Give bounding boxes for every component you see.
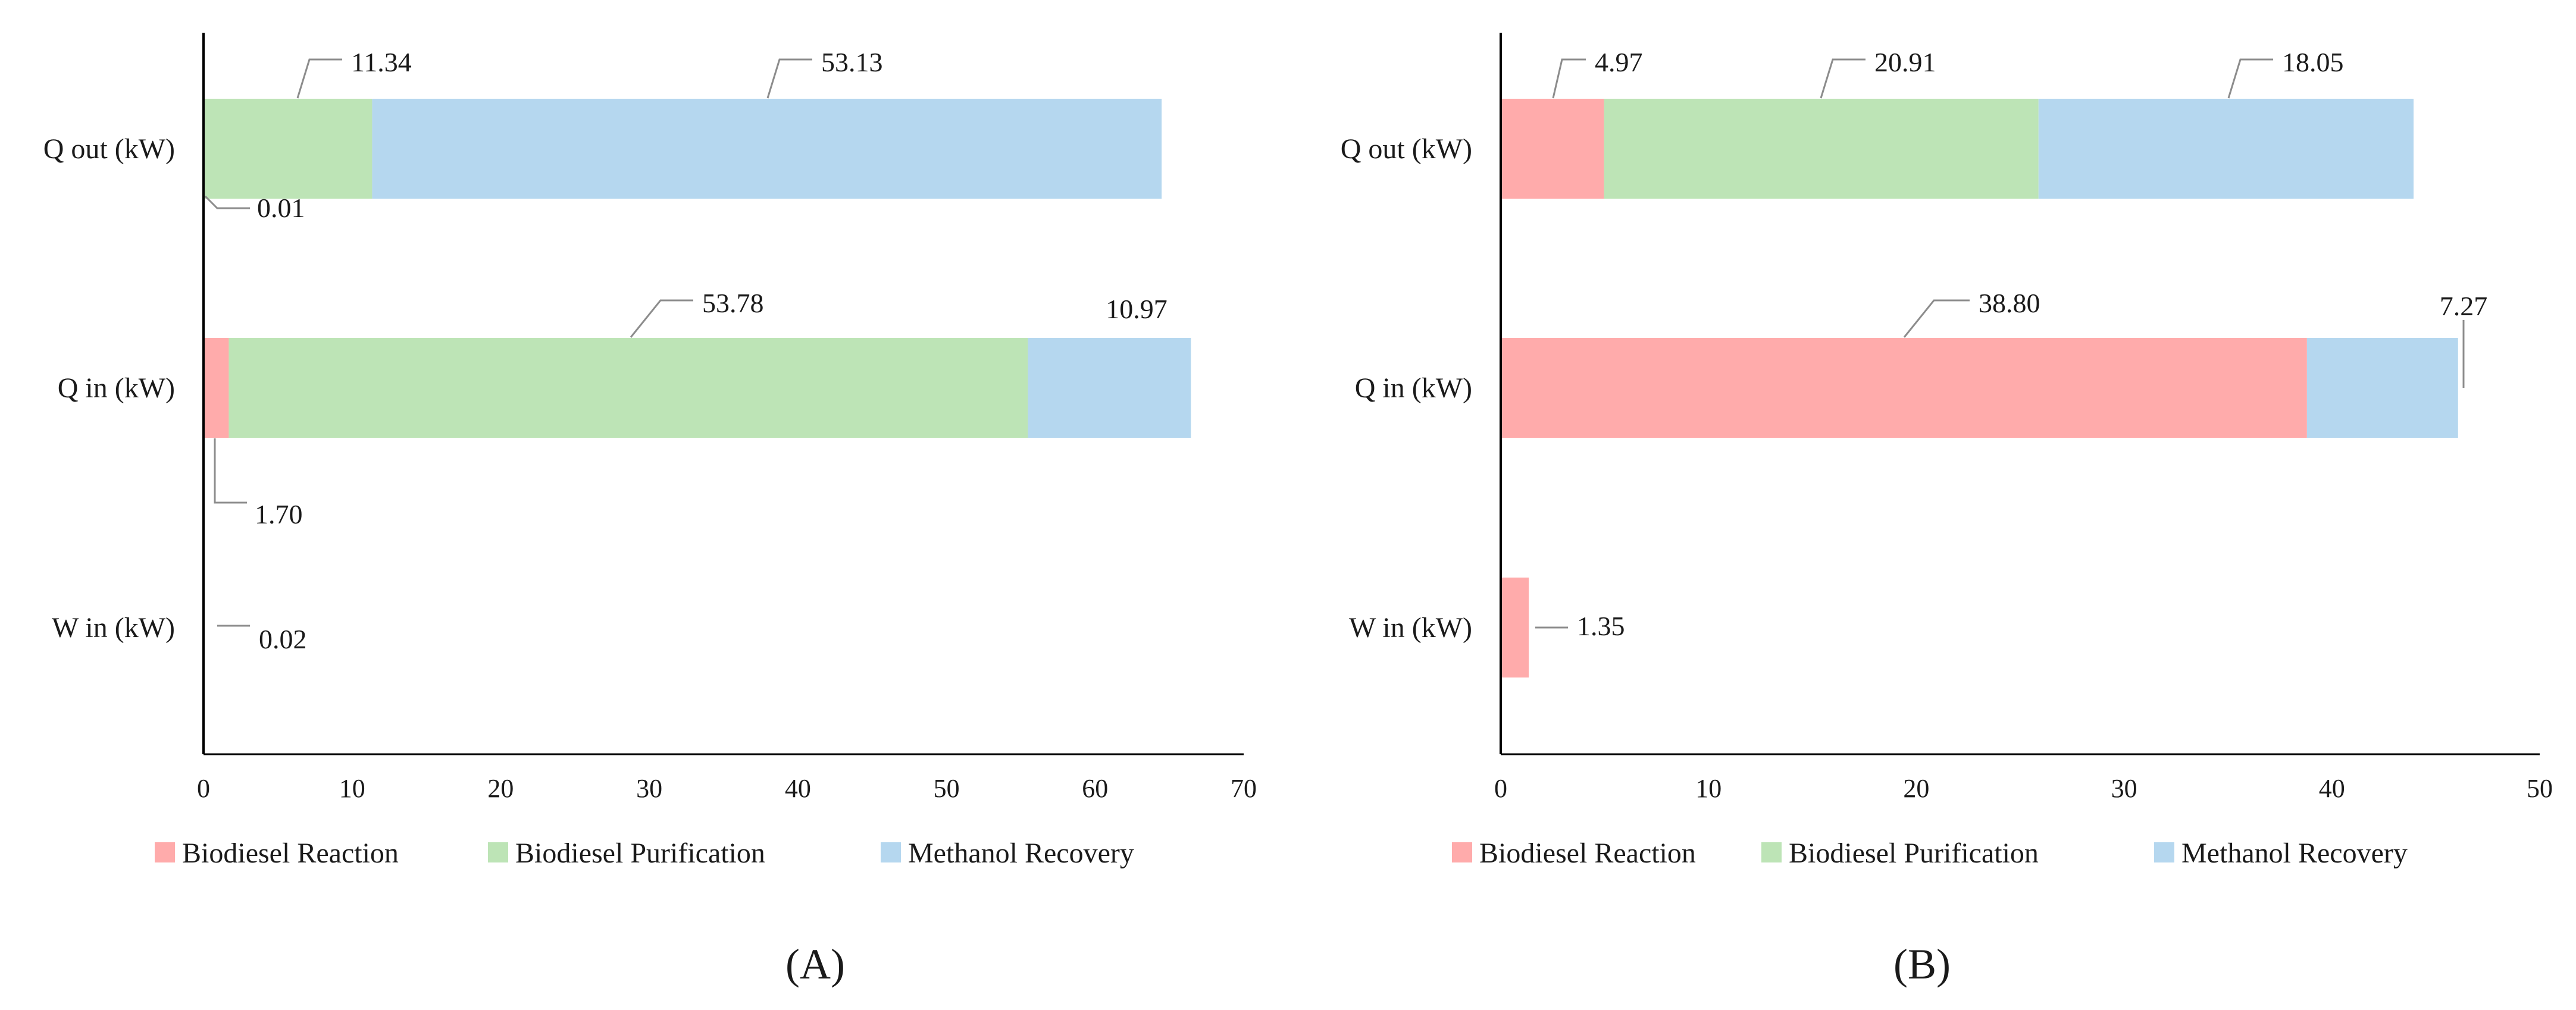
- legend-label-3: Methanol Recovery: [2181, 838, 2408, 869]
- data-label-6: 10.97: [1106, 294, 1168, 324]
- leader-line-2: [1820, 58, 1866, 99]
- x-tick-label-8: 70: [1231, 774, 1257, 803]
- legend-swatch-1: [155, 842, 175, 862]
- leader-line-2: [296, 58, 342, 99]
- panel-label: (B): [1893, 940, 1951, 988]
- chart-panel-b: Q out (kW) Q in (kW) W in (kW) 0 10 20 30 40 50 4…: [1341, 33, 2553, 988]
- legend-label-2: Biodiesel Purification: [1789, 838, 2039, 869]
- leader-line-1: [204, 195, 250, 209]
- legend-swatch-3: [2154, 842, 2174, 862]
- x-tick-label-3: 20: [487, 774, 514, 803]
- x-tick-label-7: 60: [1082, 774, 1108, 803]
- bar-1-2: [1604, 99, 2039, 199]
- data-label-3: 18.05: [2282, 47, 2344, 77]
- x-tick-label-5: 40: [785, 774, 811, 803]
- x-tick-label-5: 40: [2319, 774, 2345, 803]
- leader-line-4: [214, 438, 247, 504]
- y-category-label-3: W in (kW): [1349, 612, 1472, 644]
- x-tick-label-3: 20: [1903, 774, 1929, 803]
- panel-label: (A): [785, 940, 845, 988]
- data-label-4: 1.70: [255, 499, 303, 529]
- bar-2-1: [204, 338, 229, 438]
- data-label-4: 38.80: [1979, 288, 2040, 318]
- data-label-1: 4.97: [1595, 47, 1643, 77]
- x-tick-label-2: 10: [1695, 774, 1721, 803]
- bar-1-1: [1501, 99, 1604, 199]
- bar-2-3: [1028, 338, 1191, 438]
- bar-1-2: [204, 99, 373, 199]
- legend-swatch-2: [488, 842, 508, 862]
- y-category-label-2: Q in (kW): [1355, 372, 1472, 404]
- x-tick-label-1: 0: [1494, 774, 1507, 803]
- x-tick-label-4: 30: [636, 774, 662, 803]
- bar-2-1: [1501, 338, 2307, 438]
- y-category-label-2: Q in (kW): [58, 372, 175, 404]
- leader-line-3: [2227, 58, 2273, 99]
- bar-2-3: [2306, 338, 2458, 438]
- leader-line-4: [1903, 299, 1970, 338]
- y-category-label-1: Q out (kW): [43, 133, 175, 165]
- y-category-label-3: W in (kW): [52, 612, 175, 644]
- data-label-2: 20.91: [1874, 47, 1936, 77]
- leader-line-5: [630, 299, 693, 338]
- x-tick-label-2: 10: [339, 774, 365, 803]
- legend-swatch-1: [1452, 842, 1472, 862]
- legend-label-1: Biodiesel Reaction: [1479, 838, 1696, 869]
- chart-panel-a: Q out (kW) Q in (kW) W in (kW) 0 10 20 30 40 50 6…: [43, 33, 1257, 988]
- data-label-5: 7.27: [2440, 291, 2488, 321]
- x-tick-label-1: 0: [197, 774, 210, 803]
- data-label-2: 11.34: [351, 47, 412, 77]
- legend-label-2: Biodiesel Purification: [515, 838, 765, 869]
- legend-label-3: Methanol Recovery: [908, 838, 1134, 869]
- data-label-3: 53.13: [821, 47, 883, 77]
- legend-label-1: Biodiesel Reaction: [182, 838, 399, 869]
- x-tick-label-6: 50: [2527, 774, 2553, 803]
- bar-1-3: [372, 99, 1162, 199]
- data-label-6: 1.35: [1577, 611, 1625, 641]
- data-label-5: 53.78: [702, 288, 764, 318]
- legend-swatch-2: [1761, 842, 1782, 862]
- y-category-label-1: Q out (kW): [1341, 133, 1472, 165]
- data-label-1: 0.01: [257, 193, 305, 223]
- bar-2-2: [229, 338, 1028, 438]
- leader-line-3: [766, 58, 812, 99]
- bar-1-3: [2038, 99, 2414, 199]
- leader-line-1: [1552, 58, 1586, 99]
- x-tick-label-4: 30: [2111, 774, 2137, 803]
- legend-swatch-3: [881, 842, 901, 862]
- bar-3-1: [1501, 578, 1529, 677]
- data-label-7: 0.02: [259, 624, 307, 654]
- x-tick-label-6: 50: [934, 774, 960, 803]
